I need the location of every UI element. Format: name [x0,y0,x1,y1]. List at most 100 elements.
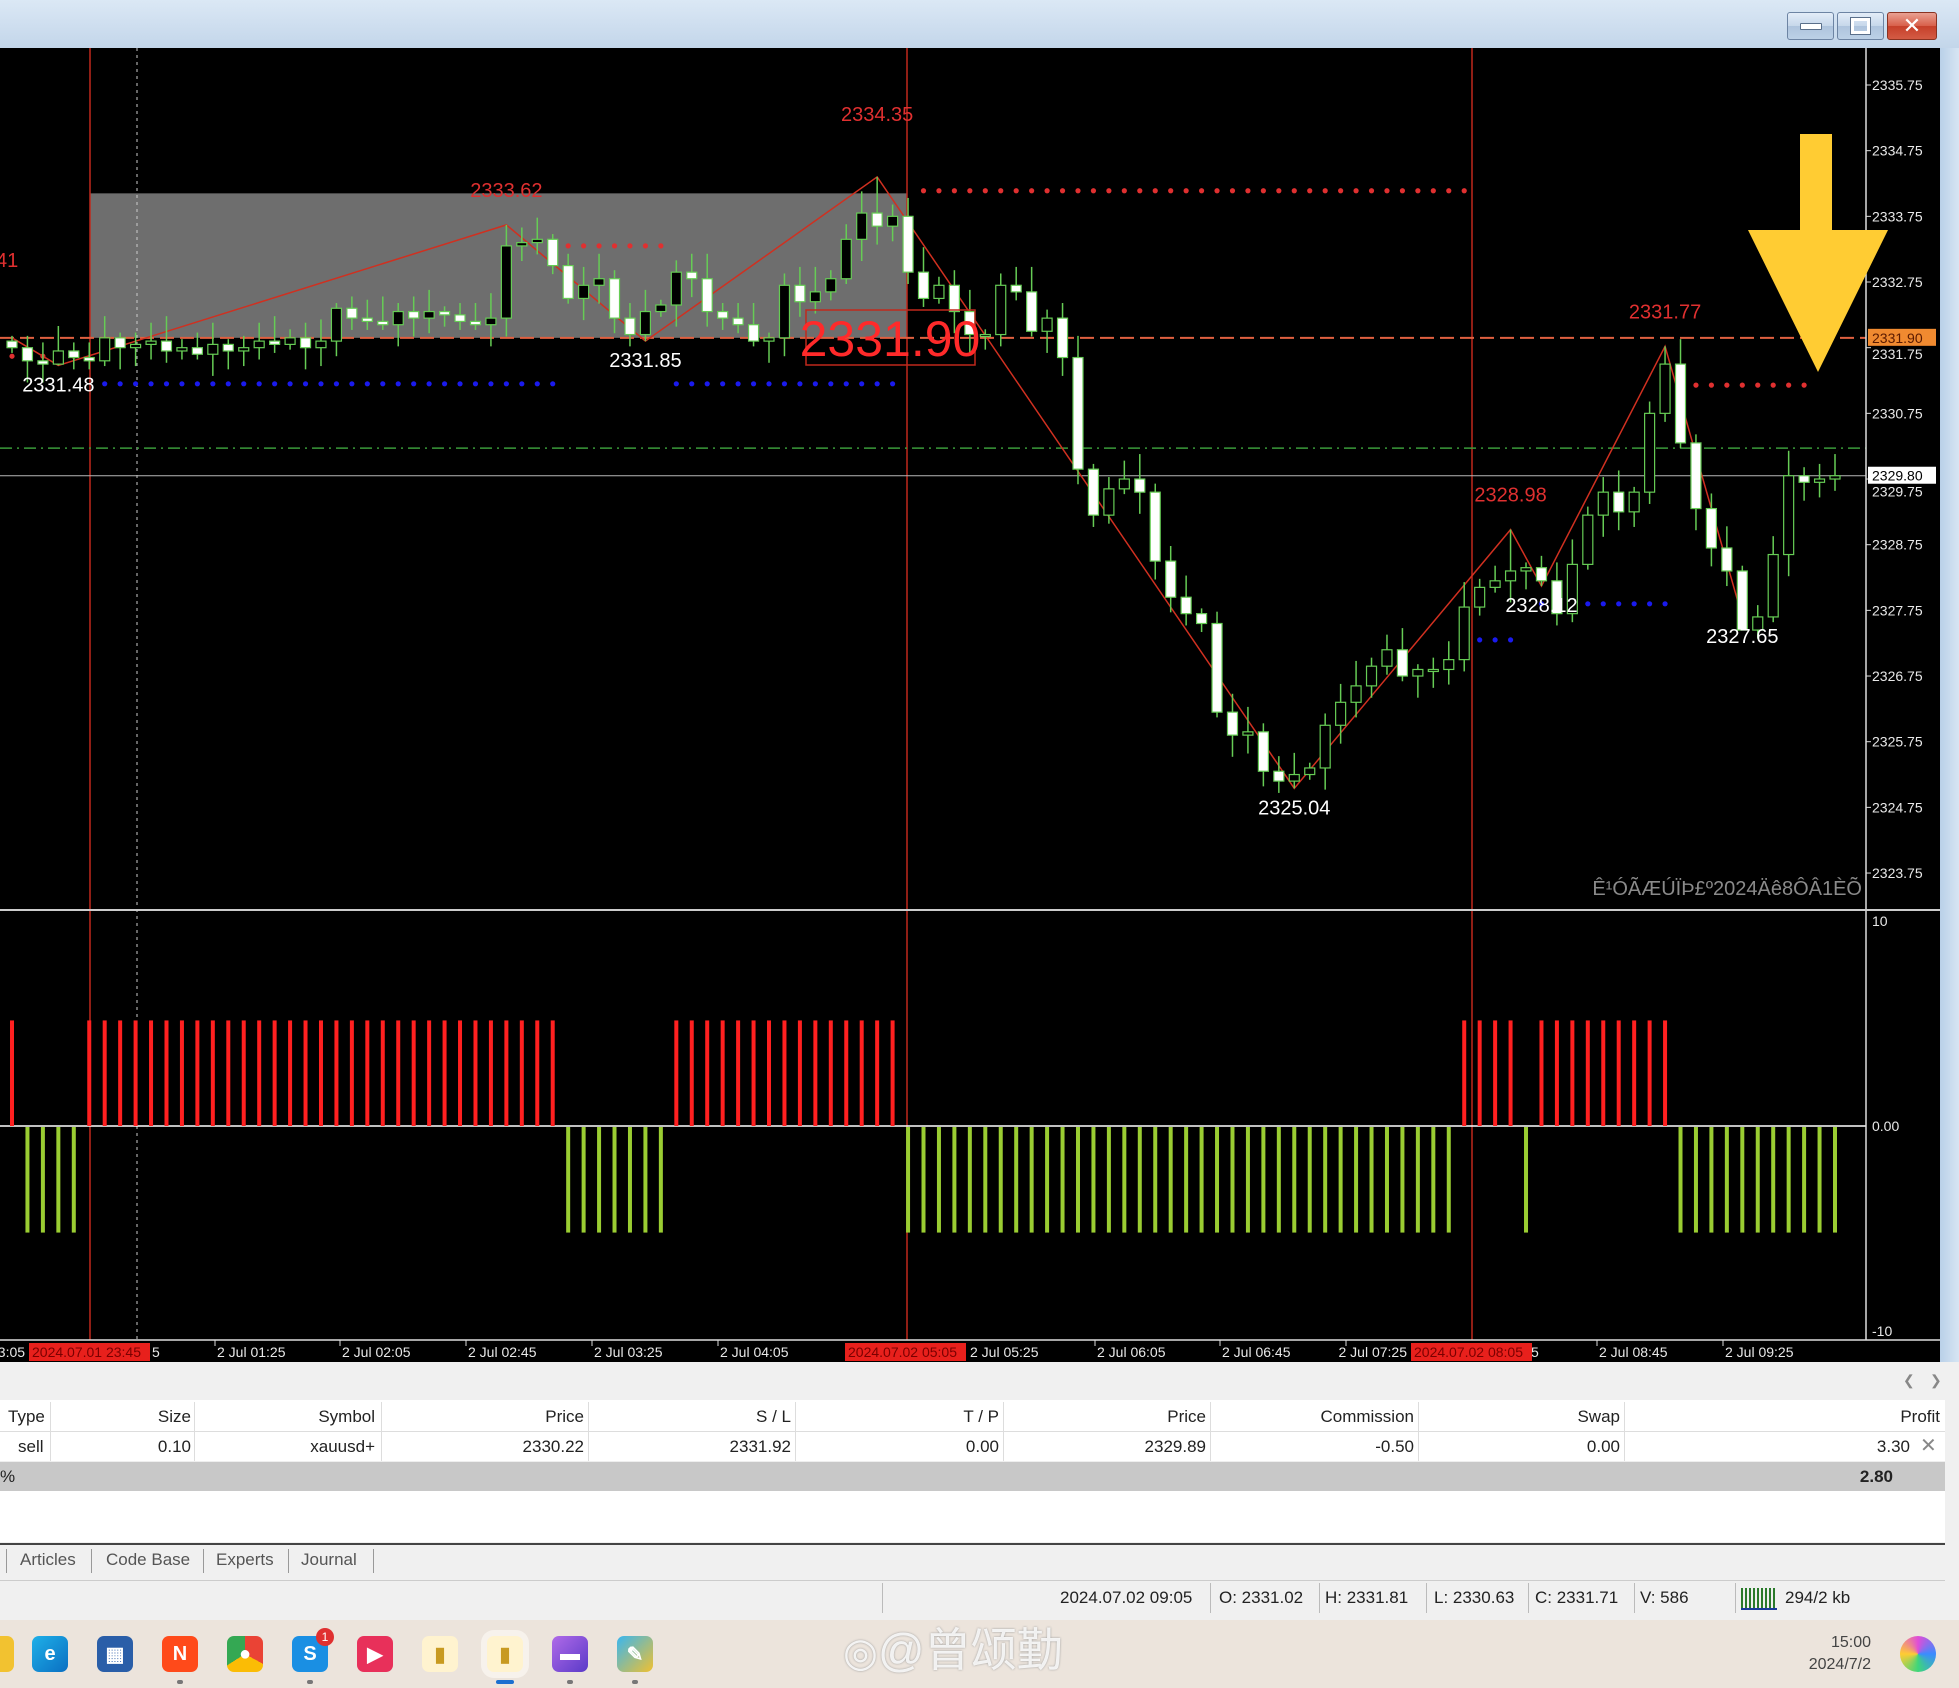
indicator-bar-negative [1106,1127,1111,1233]
support-dot [287,381,293,387]
candle [454,303,466,330]
price-tag-bid: 2329.80 [1872,468,1923,484]
indicator-bar-positive [782,1020,787,1126]
price-tick-label: 2335.75 [1872,77,1923,93]
candle-body [979,333,991,338]
support-dot [241,381,247,387]
clipchamp-icon[interactable]: ▬ [552,1636,588,1672]
indicator-bar-positive [488,1020,493,1126]
indicator-bar-positive [195,1020,200,1126]
indicator-bar-positive [1632,1020,1637,1126]
candle [1257,723,1269,787]
support-dot [750,381,757,387]
indicator-bar-positive [442,1020,447,1126]
indicator-bar-positive [10,1020,14,1126]
indicator-bar-negative [1755,1127,1760,1233]
scroll-left-icon[interactable]: ❮ [1903,1372,1915,1388]
candle-body [37,360,49,365]
resistance-dot [1338,188,1344,194]
candle-body [825,278,837,293]
candle-body [99,337,111,362]
maximize-button[interactable] [1837,12,1884,40]
resistance-dot [1368,188,1375,194]
candle-body [1288,773,1300,782]
indicator-bar-negative [1446,1127,1451,1233]
scroll-right-icon[interactable]: ❯ [1930,1372,1942,1388]
tab-articles[interactable]: Articles [20,1550,76,1569]
tab-code-base[interactable]: Code Base [106,1550,191,1569]
close-position-icon[interactable]: ✕ [1920,1435,1937,1457]
candle [438,306,451,327]
copilot-icon[interactable] [1900,1636,1936,1672]
metatrader-icon[interactable]: ▮ [422,1636,458,1672]
cell-swap: 0.00 [1586,1437,1620,1456]
column-header-commission[interactable]: Commission [1320,1407,1414,1426]
candle-body [284,337,296,345]
column-header-price[interactable]: Price [545,1407,584,1426]
indicator-bar-negative [1709,1127,1714,1233]
candle-body [717,310,729,319]
candle [840,224,852,284]
candle-body [1489,580,1501,588]
time-tick-label: 2 Jul 06:05 [1097,1344,1166,1360]
metatrader-active-icon[interactable]: ▮ [487,1636,523,1672]
candle [1674,339,1687,449]
column-header-symbol[interactable]: Symbol [318,1407,375,1426]
price-chart[interactable]: 2331.48 2333.62 2331.85 2334.35 2325.04 2328.… [0,0,1940,1362]
tab-journal[interactable]: Journal [301,1550,357,1569]
candle [269,316,281,353]
edge-icon[interactable]: e [32,1636,68,1672]
candle [948,270,960,334]
indicator-bar-positive [797,1020,802,1126]
close-button[interactable]: ✕ [1887,12,1937,40]
indicator-bar-negative [921,1127,926,1233]
resistance-dot [1461,188,1467,194]
column-header-sl[interactable]: S / L [756,1407,791,1426]
microsoft-store-icon[interactable]: ▦ [97,1636,133,1672]
chrome-icon[interactable]: ● [227,1636,263,1672]
candle [284,329,296,350]
column-header-current-price[interactable]: Price [1167,1407,1206,1426]
candle-body [269,340,281,345]
resistance-dot [627,243,633,249]
candle [1396,628,1409,682]
candle-body [1226,711,1239,736]
column-header-swap[interactable]: Swap [1577,1407,1620,1426]
time-tick-label: 5 [152,1344,160,1360]
system-clock[interactable]: 15:00 2024/7/2 [1809,1632,1871,1676]
file-explorer-icon[interactable] [0,1636,14,1672]
paint-icon[interactable]: ✎ [617,1636,653,1672]
candle-body [408,310,420,319]
candle [1721,526,1733,587]
candle [593,253,605,304]
maximize-icon [1850,17,1871,35]
candle [1026,266,1038,337]
nt-app-icon[interactable]: N [162,1636,198,1672]
candle [1458,582,1470,672]
media-app-icon[interactable]: ▶ [357,1636,393,1672]
column-header-profit[interactable]: Profit [1900,1407,1940,1426]
resistance-dot [1137,188,1143,194]
tab-experts[interactable]: Experts [216,1550,274,1569]
tab-divider [203,1549,204,1573]
indicator-bar-positive [210,1020,215,1126]
candle-body [995,284,1007,336]
table-row[interactable]: sell 0.10 xauusd+ 2330.22 2331.92 0.00 2329.89… [0,1432,1945,1462]
column-divider [795,1432,796,1461]
candle [1783,450,1795,577]
candle [1365,657,1378,698]
column-header-size[interactable]: Size [157,1407,191,1426]
column-header-tp[interactable]: T / P [963,1407,999,1426]
weibo-watermark: ◎@曾颂勤 [843,1620,1063,1688]
indicator-bar-positive [1616,1020,1621,1126]
minimize-button[interactable] [1787,12,1834,40]
indicator-bar-negative [906,1127,911,1233]
candle-body [1165,560,1177,598]
column-divider [1003,1432,1004,1461]
support-dot [673,381,679,387]
column-header-type[interactable]: Type [8,1407,45,1426]
candle [1118,460,1130,495]
support-dot [1507,637,1514,643]
zigzag-price-label: 2331.85 [609,350,681,372]
column-divider [50,1402,51,1431]
